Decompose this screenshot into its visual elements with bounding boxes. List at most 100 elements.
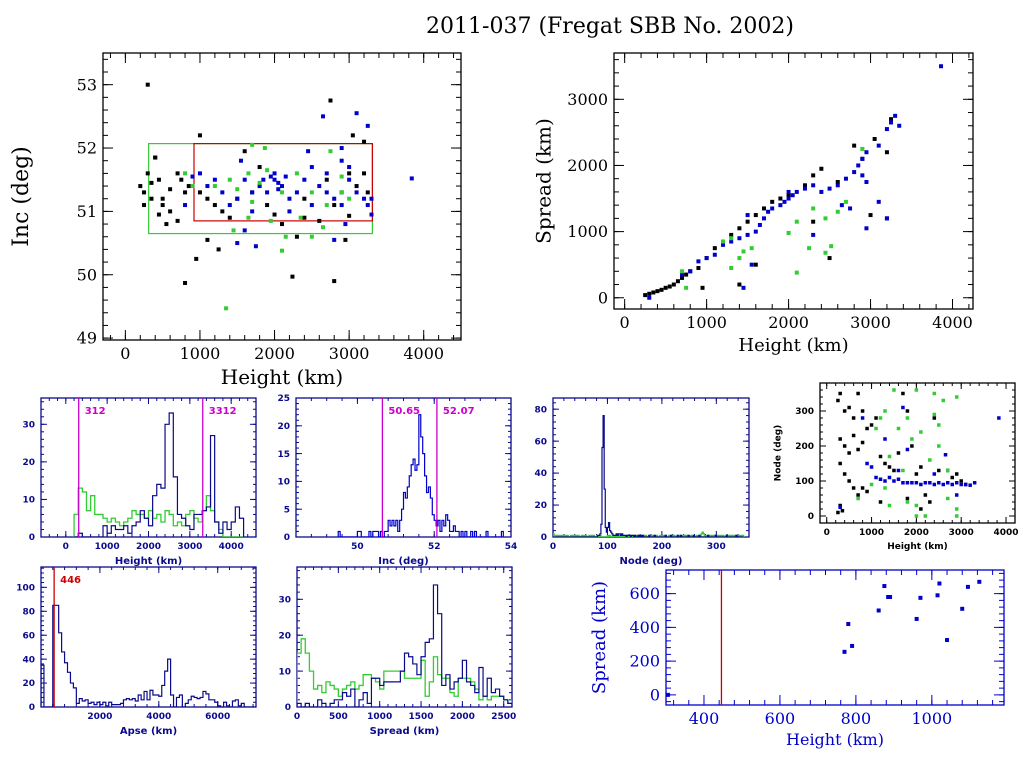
data-point (700, 285, 705, 290)
data-point (923, 514, 928, 518)
data-point (183, 280, 188, 285)
data-point (261, 177, 266, 182)
data-point (932, 472, 937, 476)
x-tick-label: 1000 (911, 709, 952, 728)
x-tick-label: 200 (652, 542, 671, 552)
y-tick-label: 100 (16, 583, 35, 593)
data-point (874, 475, 878, 480)
data-point (298, 215, 303, 220)
data-point (794, 189, 799, 194)
x-tick-label: 2000 (904, 528, 929, 538)
data-point (276, 187, 281, 192)
data-point (205, 184, 210, 189)
data-point (212, 184, 217, 189)
data-point (332, 237, 337, 242)
data-point (838, 391, 842, 396)
data-point (309, 203, 314, 208)
x-tick-label: 4000 (932, 313, 973, 332)
data-point (712, 246, 717, 251)
data-point (175, 218, 180, 223)
marker-label: 50.65 (388, 406, 420, 417)
data-point (847, 405, 851, 410)
data-point (321, 225, 326, 230)
data-point (205, 237, 210, 242)
x-tick-label: 3000 (850, 313, 891, 332)
x-tick-label: 54 (505, 542, 518, 552)
data-point (347, 165, 352, 170)
x-tick-label: 50 (351, 542, 364, 552)
data-point (757, 222, 762, 227)
y-tick-label: 0 (29, 533, 35, 543)
node_vs_height-panel: 0 1000 2000 3000 4000 0 100 200 300 Height (km) No… (774, 382, 1019, 552)
data-point (868, 213, 873, 218)
plot-frame (552, 397, 750, 538)
x-tick-label: 6000 (205, 712, 230, 722)
data-point (918, 595, 923, 600)
data-point (227, 215, 232, 220)
data-point (910, 444, 914, 448)
y-tick-label: 20 (277, 422, 290, 432)
data-point (227, 203, 232, 208)
data-point (887, 475, 892, 480)
y-tick-label: 0 (650, 685, 660, 704)
data-point (153, 155, 158, 160)
data-point (883, 479, 887, 483)
data-point (910, 437, 914, 441)
series-blue (666, 579, 982, 697)
y-axis-label: Inc (deg) (9, 146, 34, 247)
data-point (878, 500, 883, 504)
data-point (827, 186, 832, 191)
data-point (946, 468, 950, 473)
data-point (786, 193, 791, 198)
data-point (950, 475, 954, 480)
y-tick-label: 3000 (567, 90, 608, 109)
x-axis-label: Node (deg) (620, 556, 683, 567)
data-point (365, 203, 370, 208)
data-point (840, 509, 845, 513)
data-point (680, 269, 685, 274)
data-point (186, 184, 191, 189)
data-point (946, 481, 950, 485)
data-point (164, 222, 169, 227)
x-axis-label: Height (km) (221, 365, 343, 389)
x-tick-label: 600 (765, 709, 796, 728)
data-point (224, 306, 229, 311)
data-point (847, 451, 851, 455)
data-point (901, 391, 905, 396)
data-point (919, 465, 923, 469)
data-point (856, 493, 860, 497)
data-point (865, 489, 869, 494)
data-point (684, 285, 689, 290)
x-axis-label: Height (km) (887, 542, 948, 552)
data-point (811, 219, 816, 224)
data-point (339, 158, 344, 163)
data-point (227, 177, 232, 182)
data-point (914, 616, 919, 621)
data-point (238, 158, 243, 163)
series-green (856, 388, 959, 518)
data-point (932, 412, 937, 417)
data-point (343, 237, 348, 242)
data-point (829, 244, 834, 249)
data-point (663, 285, 668, 290)
data-point (860, 173, 865, 178)
data-point (876, 143, 881, 148)
data-point (892, 479, 896, 483)
data-point (183, 171, 188, 176)
data-point (276, 180, 281, 185)
data-point (156, 177, 161, 182)
data-point (905, 500, 910, 504)
data-point (846, 622, 851, 626)
data-point (309, 165, 314, 170)
data-point (941, 398, 946, 403)
data-point (937, 468, 941, 473)
y-tick-label: 600 (629, 584, 660, 603)
data-point (302, 215, 307, 220)
data-point (860, 440, 865, 445)
data-point (778, 196, 783, 201)
plot-frame (40, 566, 257, 708)
data-point (362, 196, 367, 201)
y-tick-label: 10 (278, 667, 291, 677)
data-point (977, 579, 982, 584)
data-point (965, 584, 970, 589)
